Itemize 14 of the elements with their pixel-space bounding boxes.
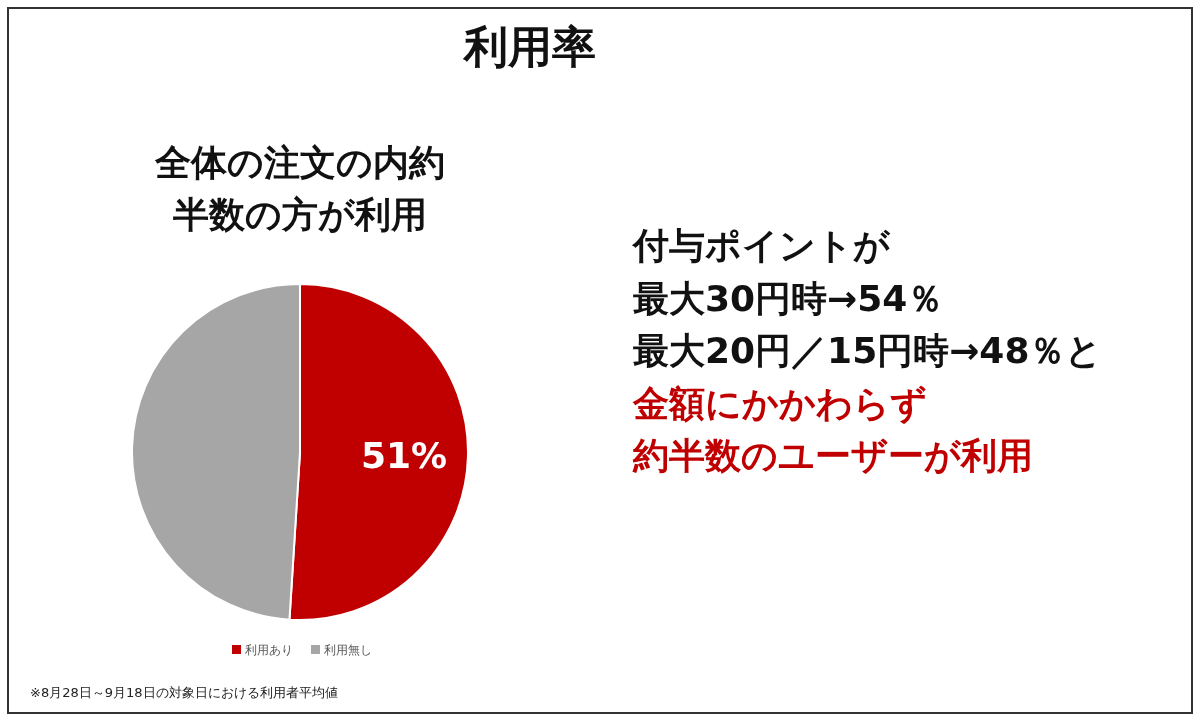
chart-title: 利用率 <box>462 21 596 72</box>
pie-slice <box>288 283 469 621</box>
pie-slice <box>131 283 301 621</box>
pie: 51% <box>131 283 469 621</box>
legend-label: 利用無し <box>324 643 372 657</box>
text: ※8月28日～9月18日の対象日における利用者平均値 <box>30 685 338 700</box>
text: 付与ポイントが <box>631 225 891 266</box>
legend-label: 利用あり <box>245 643 293 657</box>
text: 約半数のユーザーが利用 <box>632 435 1033 476</box>
text: 最大30円時→54％ <box>633 277 944 319</box>
data-label: 51% <box>361 435 448 477</box>
chart-subtitle: 全体の注文の内約半数の方が利用 <box>154 142 445 235</box>
text: 金額にかかわらず <box>632 382 927 425</box>
text: 最大20円／15円時→48％と <box>633 330 1103 371</box>
